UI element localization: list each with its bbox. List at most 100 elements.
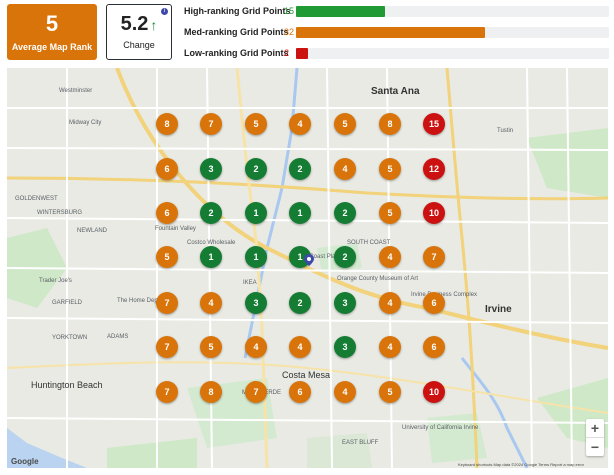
grid-point-r3-c3[interactable]: 1 xyxy=(245,202,267,224)
grid-point-r7-c5[interactable]: 4 xyxy=(334,381,356,403)
grid-point-r1-c7[interactable]: 15 xyxy=(423,113,445,135)
map-label-huntington-beach: Huntington Beach xyxy=(31,380,103,390)
grid-point-r3-c6[interactable]: 5 xyxy=(379,202,401,224)
grid-point-r3-c5[interactable]: 2 xyxy=(334,202,356,224)
google-logo: Google xyxy=(11,457,39,466)
map-label-tustin: Tustin xyxy=(497,128,514,134)
grid-point-r2-c5[interactable]: 4 xyxy=(334,158,356,180)
grid-point-r5-c4[interactable]: 2 xyxy=(289,292,311,314)
grid-point-r3-c7[interactable]: 10 xyxy=(423,202,445,224)
grid-point-r5-c5[interactable]: 3 xyxy=(334,292,356,314)
grid-point-r4-c1[interactable]: 5 xyxy=(156,246,178,268)
grid-point-r7-c7[interactable]: 10 xyxy=(423,381,445,403)
grid-point-r2-c2[interactable]: 3 xyxy=(200,158,222,180)
change-label: Change xyxy=(123,40,155,50)
map-label-south-coast-plaza: South Coast Plaza xyxy=(292,254,342,260)
grid-point-r7-c3[interactable]: 7 xyxy=(245,381,267,403)
business-location-pin-icon[interactable] xyxy=(304,254,314,266)
average-rank-value: 5 xyxy=(45,11,59,36)
map-label-santa-ana: Santa Ana xyxy=(371,86,420,97)
grid-point-r1-c4[interactable]: 4 xyxy=(289,113,311,135)
map-label-east-bluff: EAST BLUFF xyxy=(342,440,379,446)
legend-count-med: 32 xyxy=(284,27,295,37)
legend-row-high: High-ranking Grid Points 15 xyxy=(184,4,609,22)
grid-point-r6-c2[interactable]: 5 xyxy=(200,336,222,358)
grid-point-r7-c4[interactable]: 6 xyxy=(289,381,311,403)
legend-row-low: Low-ranking Grid Points 2 xyxy=(184,46,609,64)
legend-track-med xyxy=(296,27,609,38)
grid-point-r2-c1[interactable]: 6 xyxy=(156,158,178,180)
grid-point-r1-c6[interactable]: 8 xyxy=(379,113,401,135)
grid-point-r4-c2[interactable]: 1 xyxy=(200,246,222,268)
grid-point-r6-c1[interactable]: 7 xyxy=(156,336,178,358)
grid-point-r7-c6[interactable]: 5 xyxy=(379,381,401,403)
legend-bar-low xyxy=(296,48,308,59)
legend-count-low: 2 xyxy=(284,48,290,58)
map-label-ikea: IKEA xyxy=(243,280,257,286)
legend-label-med: Med-ranking Grid Points xyxy=(184,27,289,37)
grid-point-r4-c3[interactable]: 1 xyxy=(245,246,267,268)
grid-point-r1-c5[interactable]: 5 xyxy=(334,113,356,135)
average-rank-card: 5 Average Map Rank xyxy=(7,4,97,60)
grid-map[interactable]: Santa Ana Irvine Huntington Beach Costa … xyxy=(7,68,608,468)
legend-track-high xyxy=(296,6,609,17)
map-label-wintersburg: WINTERSBURG xyxy=(37,210,82,216)
grid-point-r6-c6[interactable]: 4 xyxy=(379,336,401,358)
map-label-yorktown: YORKTOWN xyxy=(52,335,88,341)
grid-point-r2-c4[interactable]: 2 xyxy=(289,158,311,180)
up-arrow-icon: ↑ xyxy=(150,17,158,33)
grid-point-r5-c7[interactable]: 6 xyxy=(423,292,445,314)
map-label-irvine: Irvine xyxy=(485,304,512,315)
grid-point-r2-c7[interactable]: 12 xyxy=(423,158,445,180)
map-label-newland: NEWLAND xyxy=(77,228,108,234)
grid-point-r4-c4[interactable]: 1 xyxy=(289,246,311,268)
grid-point-r7-c2[interactable]: 8 xyxy=(200,381,222,403)
grid-point-r6-c4[interactable]: 4 xyxy=(289,336,311,358)
grid-point-r7-c1[interactable]: 7 xyxy=(156,381,178,403)
legend-label-high: High-ranking Grid Points xyxy=(184,6,291,16)
average-rank-label: Average Map Rank xyxy=(11,42,93,52)
map-label-fountain-valley: Fountain Valley xyxy=(155,226,196,232)
map-label-garfield: GARFIELD xyxy=(52,300,83,306)
zoom-controls: + − xyxy=(586,419,604,456)
legend-row-med: Med-ranking Grid Points 32 xyxy=(184,25,609,43)
grid-point-r5-c3[interactable]: 3 xyxy=(245,292,267,314)
map-label-irvine-business-complex: Irvine Business Complex xyxy=(411,292,478,298)
grid-point-r4-c5[interactable]: 2 xyxy=(334,246,356,268)
grid-point-r3-c4[interactable]: 1 xyxy=(289,202,311,224)
change-card: i 5.2 ↑ Change xyxy=(106,4,172,60)
grid-point-r4-c7[interactable]: 7 xyxy=(423,246,445,268)
zoom-in-button[interactable]: + xyxy=(590,420,600,436)
grid-point-r5-c6[interactable]: 4 xyxy=(379,292,401,314)
map-label-midway-city: Midway City xyxy=(69,120,102,126)
grid-point-r5-c1[interactable]: 7 xyxy=(156,292,178,314)
change-value: 5.2 xyxy=(120,13,149,35)
grid-point-r2-c6[interactable]: 5 xyxy=(379,158,401,180)
grid-point-r6-c7[interactable]: 6 xyxy=(423,336,445,358)
legend-count-high: 15 xyxy=(284,6,295,16)
legend-bar-high xyxy=(296,6,385,17)
map-label-south-coast: SOUTH COAST xyxy=(347,240,391,246)
map-attribution[interactable]: Keyboard shortcuts Map data ©2024 Google… xyxy=(457,462,584,467)
change-value-row: 5.2 ↑ xyxy=(107,13,171,36)
map-label-uci: University of California Irvine xyxy=(402,425,479,431)
ranking-legend: High-ranking Grid Points 15 Med-ranking … xyxy=(184,4,609,67)
grid-point-r2-c3[interactable]: 2 xyxy=(245,158,267,180)
zoom-out-button[interactable]: − xyxy=(586,437,604,456)
map-label-home-depot: The Home Depot xyxy=(117,298,163,304)
legend-bar-med xyxy=(296,27,485,38)
grid-point-r3-c1[interactable]: 6 xyxy=(156,202,178,224)
grid-point-r6-c3[interactable]: 4 xyxy=(245,336,267,358)
grid-point-r3-c2[interactable]: 2 xyxy=(200,202,222,224)
grid-point-r1-c2[interactable]: 7 xyxy=(200,113,222,135)
map-label-goldenwest: GOLDENWEST xyxy=(15,196,58,202)
grid-point-r4-c6[interactable]: 4 xyxy=(379,246,401,268)
info-icon[interactable]: i xyxy=(161,8,168,15)
legend-track-low xyxy=(296,48,609,59)
map-label-adams: ADAMS xyxy=(107,334,129,340)
grid-point-r1-c1[interactable]: 8 xyxy=(156,113,178,135)
grid-point-r1-c3[interactable]: 5 xyxy=(245,113,267,135)
grid-point-r6-c5[interactable]: 3 xyxy=(334,336,356,358)
legend-label-low: Low-ranking Grid Points xyxy=(184,48,289,58)
grid-point-r5-c2[interactable]: 4 xyxy=(200,292,222,314)
